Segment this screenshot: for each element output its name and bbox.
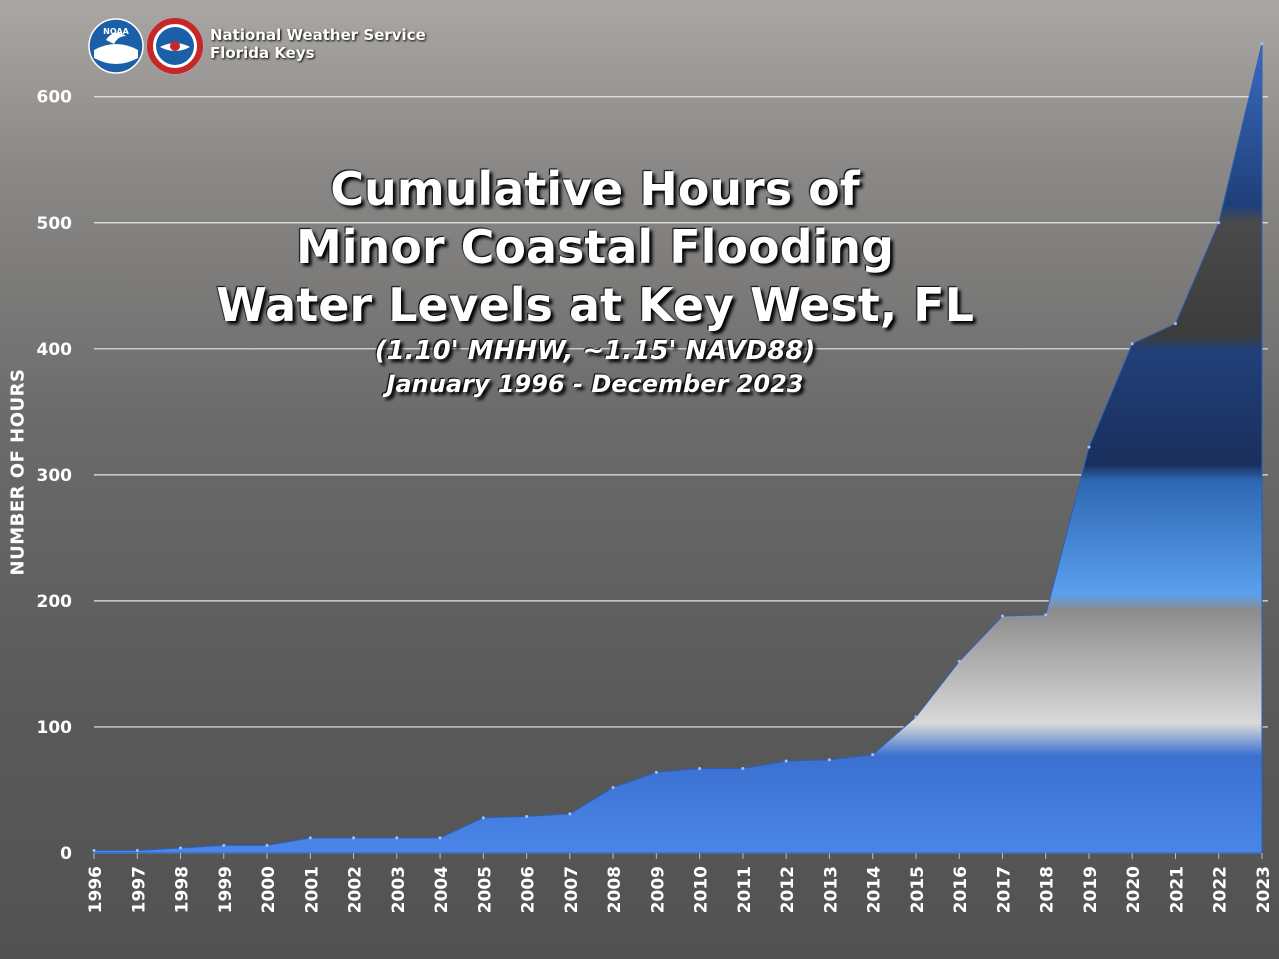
chart-subtitle: (1.10' MHHW, ~1.15' NAVD88) [374, 336, 816, 366]
chart-title-line-2: Minor Coastal Flooding [296, 220, 894, 274]
y-axis-ticks: 0 100 200 300 400 500 600 [37, 88, 73, 864]
x-tick-label-1997: 1997 [129, 866, 149, 913]
x-tick-label-2010: 2010 [692, 866, 712, 913]
data-point-2020 [1130, 342, 1134, 346]
x-tick-label-2001: 2001 [302, 866, 322, 913]
agency-line-1: National Weather Service [210, 26, 426, 44]
agency-name: National Weather Service Florida Keys [210, 26, 426, 62]
area-series [92, 42, 1264, 854]
x-tick-label-2022: 2022 [1211, 866, 1231, 913]
nws-logo [146, 17, 204, 75]
data-point-2005 [481, 816, 485, 820]
x-tick-label-2005: 2005 [475, 866, 495, 913]
y-tick-label: 100 [37, 718, 73, 738]
chart-title-line-1: Cumulative Hours of [330, 162, 860, 216]
noaa-logo-text: NOAA [103, 27, 129, 36]
data-point-2023 [1260, 42, 1264, 46]
x-tick-label-2012: 2012 [778, 866, 798, 913]
x-tick-label-2014: 2014 [865, 866, 885, 913]
x-tick-label-2017: 2017 [994, 866, 1014, 913]
data-point-1997 [135, 848, 139, 852]
data-point-2009 [654, 770, 658, 774]
y-tick-label: 500 [37, 214, 73, 234]
data-point-2021 [1173, 322, 1177, 326]
data-point-2011 [741, 767, 745, 771]
gridlines [94, 96, 1268, 854]
data-point-2003 [395, 836, 399, 840]
data-point-2008 [611, 785, 615, 789]
x-tick-label-2007: 2007 [562, 866, 582, 913]
y-tick-label: 200 [37, 592, 73, 612]
chart-date-range: January 1996 - December 2023 [386, 370, 804, 398]
x-tick-label-2023: 2023 [1254, 866, 1274, 913]
data-point-1996 [92, 848, 96, 852]
x-tick-label-2015: 2015 [908, 866, 928, 913]
x-tick-label-2021: 2021 [1167, 866, 1187, 913]
x-tick-label-2016: 2016 [951, 866, 971, 913]
x-tick-label-2020: 2020 [1124, 866, 1144, 913]
x-tick-label-1999: 1999 [216, 866, 236, 913]
x-tick-label-2006: 2006 [519, 866, 539, 913]
data-point-1998 [179, 846, 183, 850]
x-tick-label-2002: 2002 [346, 866, 366, 913]
data-point-2013 [827, 758, 831, 762]
agency-line-2: Florida Keys [210, 44, 315, 62]
x-axis-ticks: 1996 1997 1998 1999 2000 2001 2002 2003 2004 2005… [86, 853, 1274, 913]
data-point-2007 [568, 812, 572, 816]
y-tick-label: 300 [37, 466, 73, 486]
x-tick-label-2011: 2011 [735, 866, 755, 913]
chart-title-line-3: Water Levels at Key West, FL [216, 278, 974, 332]
noaa-logo: NOAA [88, 18, 144, 74]
x-tick-label-2003: 2003 [389, 866, 409, 913]
x-tick-label-2009: 2009 [648, 866, 668, 913]
x-tick-label-2000: 2000 [259, 866, 279, 913]
x-tick-label-2019: 2019 [1081, 866, 1101, 913]
data-point-2002 [352, 836, 356, 840]
chart-title-block: Cumulative Hours of Minor Coastal Floodi… [100, 160, 1090, 400]
data-point-2015 [914, 715, 918, 719]
x-tick-label-2004: 2004 [432, 866, 452, 913]
data-point-2010 [698, 767, 702, 771]
data-point-2018 [1044, 613, 1048, 617]
data-point-2004 [438, 836, 442, 840]
y-tick-label: 0 [60, 844, 72, 864]
y-tick-label: 400 [37, 340, 73, 360]
x-tick-label-2013: 2013 [821, 866, 841, 913]
data-point-2017 [1000, 614, 1004, 618]
x-tick-label-2018: 2018 [1038, 866, 1058, 913]
data-point-2014 [871, 753, 875, 757]
y-tick-label: 600 [37, 88, 73, 108]
y-axis-label: NUMBER OF HOURS [7, 368, 29, 576]
data-point-2006 [525, 814, 529, 818]
x-tick-label-1998: 1998 [173, 866, 193, 913]
data-point-2016 [957, 659, 961, 663]
x-tick-label-1996: 1996 [86, 866, 106, 913]
data-point-2001 [308, 836, 312, 840]
data-point-2022 [1217, 221, 1221, 225]
data-point-2000 [265, 843, 269, 847]
data-point-2019 [1087, 445, 1091, 449]
data-point-1999 [222, 843, 226, 847]
x-tick-label-2008: 2008 [605, 866, 625, 913]
data-point-2012 [784, 759, 788, 763]
